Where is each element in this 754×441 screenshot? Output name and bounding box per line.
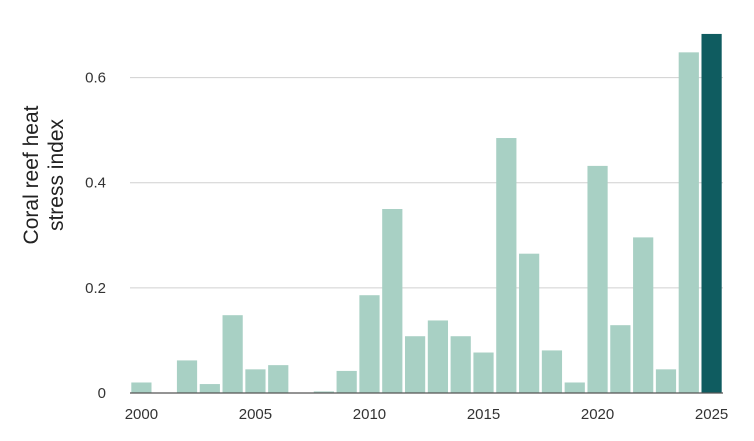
y-tick-labels: 0 0.2 0.4 0.6 (85, 70, 106, 402)
bar-2019 (564, 382, 585, 393)
x-tick-label-2025: 2025 (695, 406, 728, 423)
bar-2018 (541, 350, 563, 393)
y-axis-title-line-2: stress index (45, 118, 68, 231)
bar-2000 (131, 382, 152, 393)
bar-2021 (610, 325, 631, 393)
y-tick-label-2: 0.4 (85, 175, 106, 192)
x-tick-label-2015: 2015 (467, 406, 500, 423)
x-tick-label-2020: 2020 (581, 406, 614, 423)
x-tick-label-2010: 2010 (353, 406, 386, 423)
bar-2011 (382, 209, 403, 393)
bar-2025 (701, 33, 722, 394)
y-tick-label-3: 0.6 (85, 70, 106, 87)
x-tick-labels: 2000 2005 2010 2015 2020 2025 (125, 406, 729, 423)
bar-2004 (222, 315, 243, 393)
bar-2002 (176, 360, 198, 393)
bar-2015 (473, 352, 494, 393)
bar-2024 (678, 52, 699, 393)
bar-2012 (404, 336, 426, 393)
gridlines (130, 77, 723, 289)
y-axis-title-line-1: Coral reef heat (20, 105, 43, 244)
bar-2017 (519, 253, 540, 393)
y-tick-label-1: 0.2 (85, 280, 106, 297)
bar-series (131, 33, 722, 394)
bar-2022 (633, 237, 654, 393)
bar-2010 (359, 295, 380, 393)
bar-2020 (587, 165, 608, 393)
bar-2005 (245, 369, 266, 393)
x-tick-label-2000: 2000 (125, 406, 158, 423)
bar-2003 (199, 384, 220, 393)
bar-2023 (655, 369, 677, 393)
y-tick-label-0: 0 (98, 385, 106, 402)
bar-2009 (336, 370, 357, 393)
bar-2016 (496, 138, 517, 393)
bar-2014 (450, 336, 471, 393)
x-tick-label-2005: 2005 (239, 406, 272, 423)
bar-2008 (313, 391, 334, 393)
bar-2006 (268, 365, 289, 393)
bar-2013 (427, 320, 449, 393)
